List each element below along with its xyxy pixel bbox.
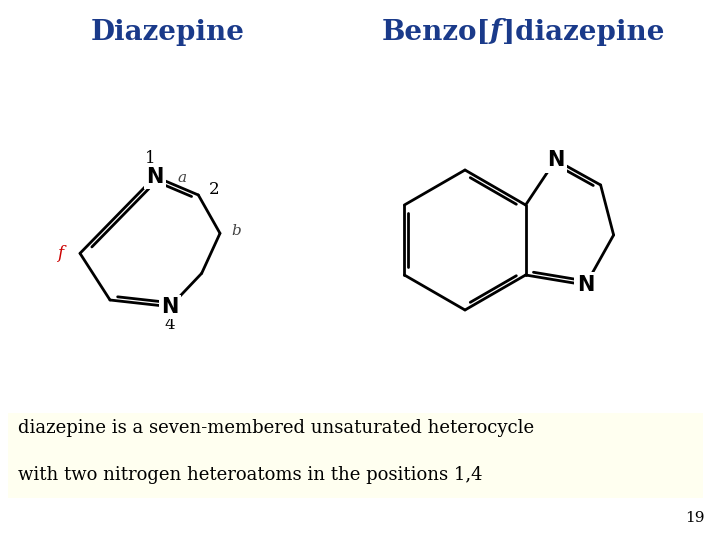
Text: N: N (577, 275, 594, 295)
Text: 1: 1 (145, 150, 156, 167)
Text: Diazepine: Diazepine (91, 18, 245, 45)
Text: N: N (161, 296, 179, 316)
Text: 19: 19 (685, 511, 705, 525)
Text: f: f (490, 18, 502, 45)
Text: N: N (146, 167, 163, 187)
Text: b: b (231, 224, 241, 238)
Text: ]diazepine: ]diazepine (502, 18, 665, 45)
Text: a: a (177, 171, 186, 185)
Text: diazepine is a seven-membered unsaturated heterocycle: diazepine is a seven-membered unsaturate… (18, 419, 534, 437)
Text: with two nitrogen heteroatoms in the positions 1,4: with two nitrogen heteroatoms in the pos… (18, 466, 482, 484)
Text: Benzo[: Benzo[ (382, 18, 490, 45)
Text: f: f (57, 245, 63, 262)
Text: 2: 2 (209, 180, 220, 198)
FancyBboxPatch shape (8, 413, 703, 498)
Text: N: N (547, 150, 564, 170)
Text: 4: 4 (165, 316, 175, 333)
